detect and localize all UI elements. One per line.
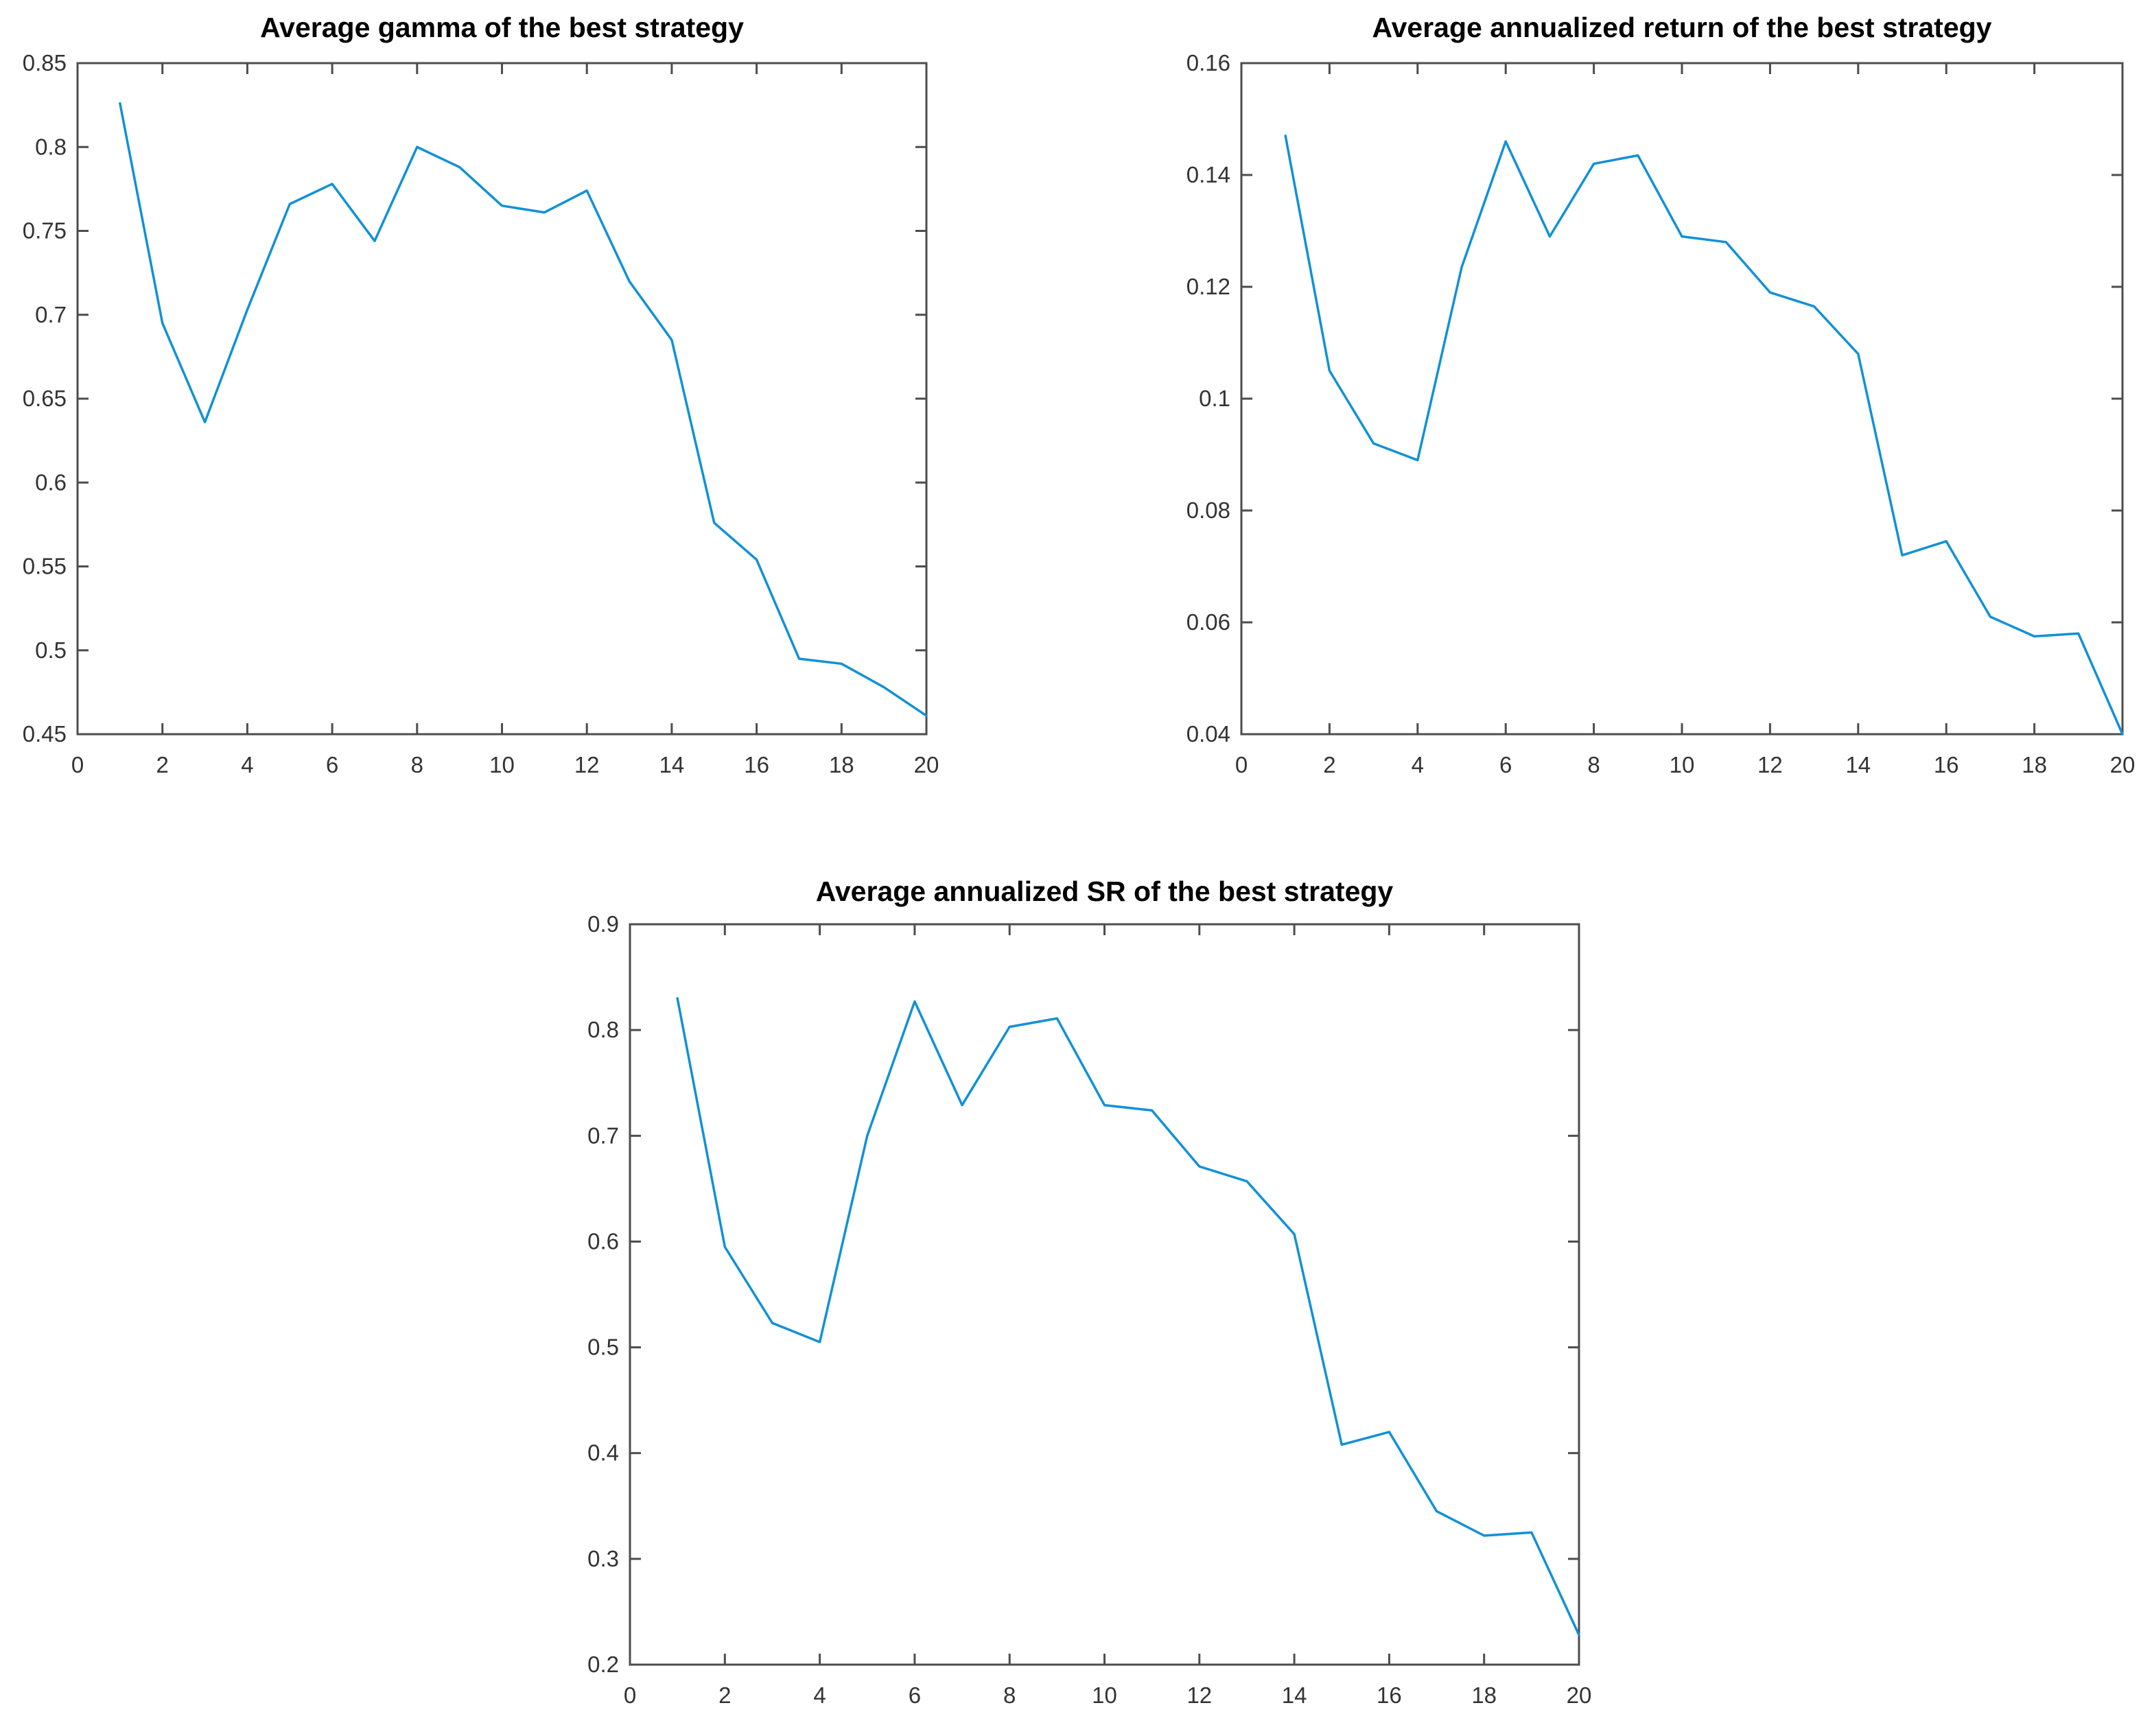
y-tick-label: 0.65 bbox=[23, 386, 67, 411]
return-chart-title: Average annualized return of the best st… bbox=[1372, 12, 1992, 43]
x-tick-label: 8 bbox=[1003, 1682, 1016, 1708]
x-tick-label: 18 bbox=[829, 752, 854, 777]
plot-box bbox=[629, 923, 1580, 1666]
x-tick-label: 2 bbox=[156, 752, 169, 777]
y-tick-label: 0.7 bbox=[587, 1123, 619, 1148]
x-tick-label: 16 bbox=[744, 752, 769, 777]
x-tick-label: 12 bbox=[1186, 1682, 1212, 1708]
x-tick-label: 14 bbox=[1282, 1682, 1307, 1708]
x-tick-label: 4 bbox=[1412, 752, 1424, 777]
x-tick-label: 10 bbox=[1092, 1682, 1117, 1708]
y-tick-label: 0.08 bbox=[1186, 497, 1230, 523]
x-tick-label: 10 bbox=[1670, 752, 1695, 777]
y-tick-label: 0.6 bbox=[587, 1228, 619, 1254]
return-chart: 0 2 4 6 8 10 12 14 16 18 20 0.04 0.06 0.08 0.1 0.12 0.14… bbox=[1186, 50, 2136, 777]
data-line bbox=[1284, 134, 2124, 736]
y-tick-label: 0.75 bbox=[23, 218, 67, 244]
x-tick-label: 20 bbox=[1567, 1682, 1592, 1708]
x-tick-label: 14 bbox=[659, 752, 685, 777]
x-tick-label: 8 bbox=[1587, 752, 1600, 777]
y-tick-label: 0.1 bbox=[1199, 386, 1230, 411]
x-tick-label: 0 bbox=[1235, 752, 1248, 777]
x-tick-label: 0 bbox=[624, 1682, 636, 1708]
x-tick-label: 6 bbox=[909, 1682, 921, 1708]
y-tick-label: 0.85 bbox=[23, 50, 67, 75]
y-tick-label: 0.2 bbox=[587, 1652, 619, 1677]
y-tick-label: 0.16 bbox=[1186, 50, 1230, 75]
data-line bbox=[119, 102, 928, 717]
x-tick-label: 20 bbox=[2110, 752, 2136, 777]
y-tick-label: 0.5 bbox=[587, 1335, 619, 1360]
y-tick-label: 0.8 bbox=[587, 1017, 619, 1042]
x-tick-label: 4 bbox=[813, 1682, 826, 1708]
y-tick-label: 0.55 bbox=[23, 554, 67, 579]
x-tick-label: 16 bbox=[1934, 752, 1959, 777]
y-tick-label: 0.9 bbox=[587, 911, 619, 937]
x-tick-label: 20 bbox=[914, 752, 939, 777]
x-tick-label: 8 bbox=[411, 752, 423, 777]
x-tick-label: 14 bbox=[1845, 752, 1871, 777]
y-tick-label: 0.6 bbox=[35, 469, 67, 495]
plot-box bbox=[1240, 62, 2124, 736]
data-line bbox=[676, 997, 1580, 1637]
x-tick-label: 16 bbox=[1377, 1682, 1402, 1708]
sr-chart-title: Average annualized SR of the best strate… bbox=[815, 876, 1394, 907]
x-tick-label: 0 bbox=[71, 752, 84, 777]
x-tick-label: 10 bbox=[489, 752, 515, 777]
x-tick-label: 12 bbox=[1757, 752, 1783, 777]
y-tick-label: 0.7 bbox=[35, 302, 67, 327]
x-tick-label: 2 bbox=[1323, 752, 1335, 777]
x-tick-label: 18 bbox=[2022, 752, 2047, 777]
x-tick-label: 6 bbox=[326, 752, 338, 777]
x-tick-label: 6 bbox=[1499, 752, 1512, 777]
y-tick-label: 0.14 bbox=[1186, 162, 1230, 187]
y-tick-label: 0.45 bbox=[23, 721, 67, 747]
plot-box bbox=[76, 62, 928, 736]
x-tick-label: 2 bbox=[718, 1682, 731, 1708]
y-tick-label: 0.3 bbox=[587, 1546, 619, 1571]
y-tick-label: 0.8 bbox=[35, 134, 67, 159]
gamma-chart: 0 2 4 6 8 10 12 14 16 18 20 0.45 0.5 0.55 0.6 0.65 0.7 0.… bbox=[23, 50, 939, 777]
x-tick-label: 12 bbox=[574, 752, 600, 777]
gamma-chart-title: Average gamma of the best strategy bbox=[260, 12, 744, 43]
sr-chart: 0 2 4 6 8 10 12 14 16 18 20 0.2 0.3 0.4 0.5 0.6 0.7 0.8 0.… bbox=[587, 911, 1592, 1708]
y-tick-label: 0.06 bbox=[1186, 609, 1230, 635]
x-tick-label: 18 bbox=[1471, 1682, 1497, 1708]
y-tick-label: 0.04 bbox=[1186, 721, 1230, 747]
y-tick-label: 0.4 bbox=[587, 1440, 619, 1466]
y-tick-label: 0.5 bbox=[35, 637, 67, 663]
x-tick-label: 4 bbox=[241, 752, 253, 777]
y-tick-label: 0.12 bbox=[1186, 274, 1230, 299]
